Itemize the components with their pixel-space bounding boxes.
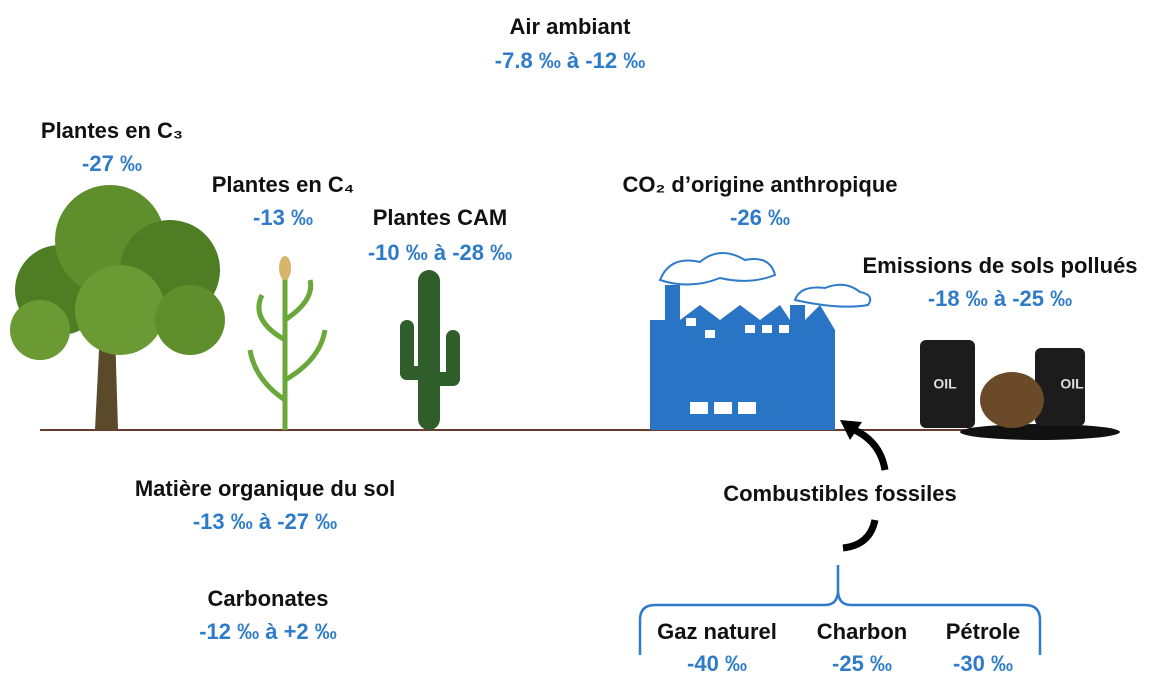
value: -27 ‰ xyxy=(82,151,142,176)
factory-icon xyxy=(650,252,872,430)
value: -25 ‰ xyxy=(832,651,892,676)
value: -40 ‰ xyxy=(687,651,747,676)
label: Charbon xyxy=(817,619,907,644)
label: Emissions de sols pollués xyxy=(862,253,1137,278)
arrow-head xyxy=(840,420,862,440)
barrel-label: OIL xyxy=(1060,376,1084,392)
label: Plantes en C₄ xyxy=(212,172,355,197)
label: Pétrole xyxy=(946,619,1021,644)
barrels-icon: OIL OIL xyxy=(920,340,1120,440)
value: -26 ‰ xyxy=(730,205,790,230)
barrel-label: OIL xyxy=(933,376,957,392)
value: -7.8 ‰ à -12 ‰ xyxy=(495,48,645,73)
label: Plantes en C₃ xyxy=(41,118,183,143)
label: Plantes CAM xyxy=(373,205,507,230)
brace xyxy=(638,565,1042,655)
label: Air ambiant xyxy=(509,14,631,39)
value: -13 ‰ à -27 ‰ xyxy=(193,509,337,534)
value: -12 ‰ à +2 ‰ xyxy=(199,619,337,644)
corn-icon xyxy=(247,256,328,430)
label: Gaz naturel xyxy=(657,619,777,644)
cactus-icon xyxy=(400,270,460,430)
value: -10 ‰ à -28 ‰ xyxy=(368,240,512,265)
label: Carbonates xyxy=(207,586,328,611)
value: -18 ‰ à -25 ‰ xyxy=(928,286,1072,311)
label: Matière organique du sol xyxy=(135,476,395,501)
label: CO₂ d’origine anthropique xyxy=(623,172,898,197)
label: Combustibles fossiles xyxy=(723,481,957,506)
value: -13 ‰ xyxy=(253,205,313,230)
tree-icon xyxy=(10,185,225,430)
value: -30 ‰ xyxy=(953,651,1013,676)
